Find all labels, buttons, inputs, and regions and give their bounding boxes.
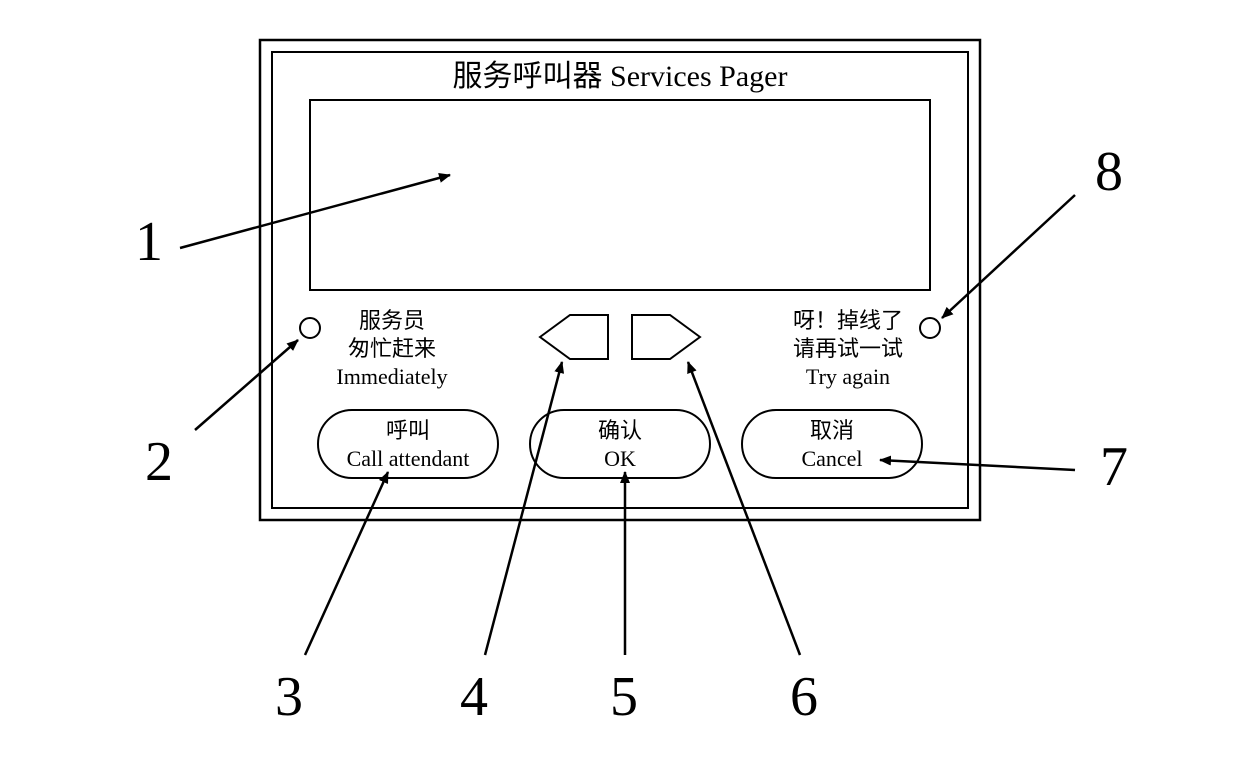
left-arrow-shape[interactable] [540, 315, 608, 359]
label-4: 4 [460, 666, 488, 728]
right-status-line1: 呀！掉线了 [793, 308, 903, 333]
left-led [300, 318, 320, 338]
call-button-cn: 呼叫 [386, 418, 430, 443]
ok-button-en: OK [604, 446, 636, 471]
cancel-button-en: Cancel [801, 446, 862, 471]
label-6: 6 [790, 666, 818, 728]
arrow-1 [180, 175, 450, 248]
display-screen [310, 100, 930, 290]
right-led [920, 318, 940, 338]
label-3: 3 [275, 666, 303, 728]
right-status-line2: 请再试一试 [793, 336, 903, 361]
cancel-button-cn: 取消 [810, 418, 854, 443]
arrow-3 [305, 472, 388, 655]
call-button-en: Call attendant [347, 446, 470, 471]
left-status-line1: 服务员 [359, 308, 425, 333]
ok-button-cn: 确认 [598, 418, 642, 443]
right-arrow-shape[interactable] [632, 315, 700, 359]
label-1: 1 [135, 211, 163, 273]
arrow-2 [195, 340, 298, 430]
left-status-line3: Immediately [336, 364, 447, 389]
label-5: 5 [610, 666, 638, 728]
label-7: 7 [1100, 436, 1128, 498]
label-2: 2 [145, 431, 173, 493]
diagram-root: 服务呼叫器 Services Pager 服务员 匆忙赶来 Immediatel… [0, 0, 1240, 760]
arrow-8 [942, 195, 1075, 318]
left-status-line2: 匆忙赶来 [348, 336, 436, 361]
right-status-line3: Try again [806, 364, 890, 389]
device-title: 服务呼叫器 Services Pager [453, 60, 788, 93]
label-8: 8 [1095, 141, 1123, 203]
arrow-7 [880, 460, 1075, 470]
